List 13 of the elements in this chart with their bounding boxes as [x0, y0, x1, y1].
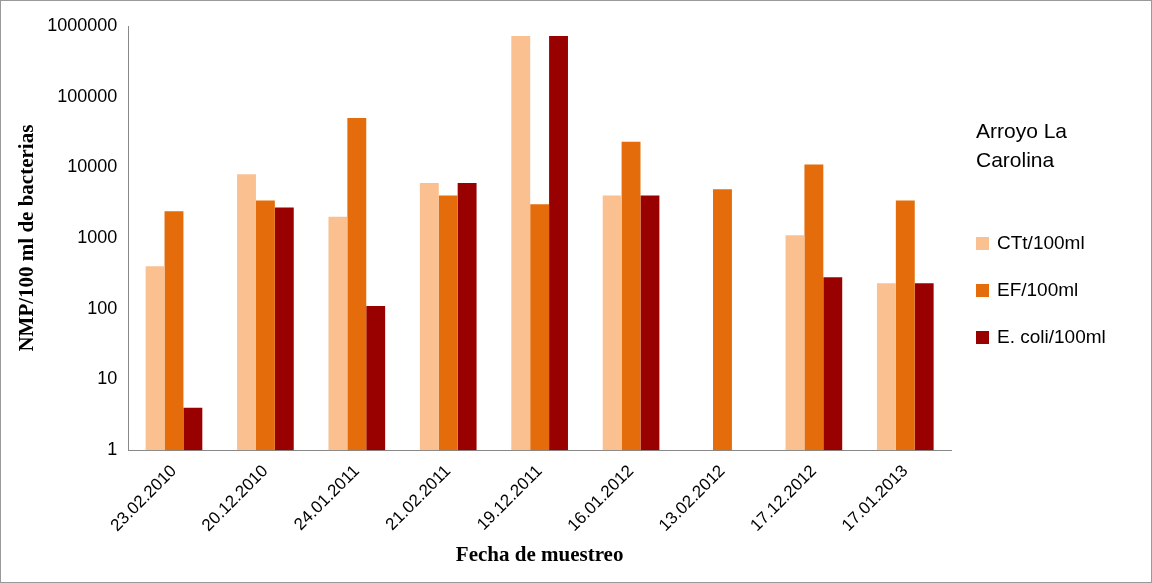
y-tick-label: 10000	[67, 156, 118, 177]
y-tick-label: 1000	[77, 227, 118, 248]
legend-label: E. coli/100ml	[997, 326, 1106, 348]
y-tick-label: 10	[97, 368, 118, 389]
y-tick-label: 1	[107, 439, 118, 460]
legend-title: Arroyo La Carolina	[976, 118, 1069, 173]
y-axis-title: NMP/100 ml de bacterias	[14, 124, 39, 352]
y-tick-label: 100	[87, 297, 118, 318]
y-tick-label: 100000	[57, 85, 118, 106]
y-tick-label: 1000000	[47, 14, 118, 35]
legend-label: EF/100ml	[997, 279, 1079, 301]
legend-label: CTt/100ml	[997, 232, 1085, 254]
x-axis-title: Fecha de muestreo	[455, 541, 624, 566]
